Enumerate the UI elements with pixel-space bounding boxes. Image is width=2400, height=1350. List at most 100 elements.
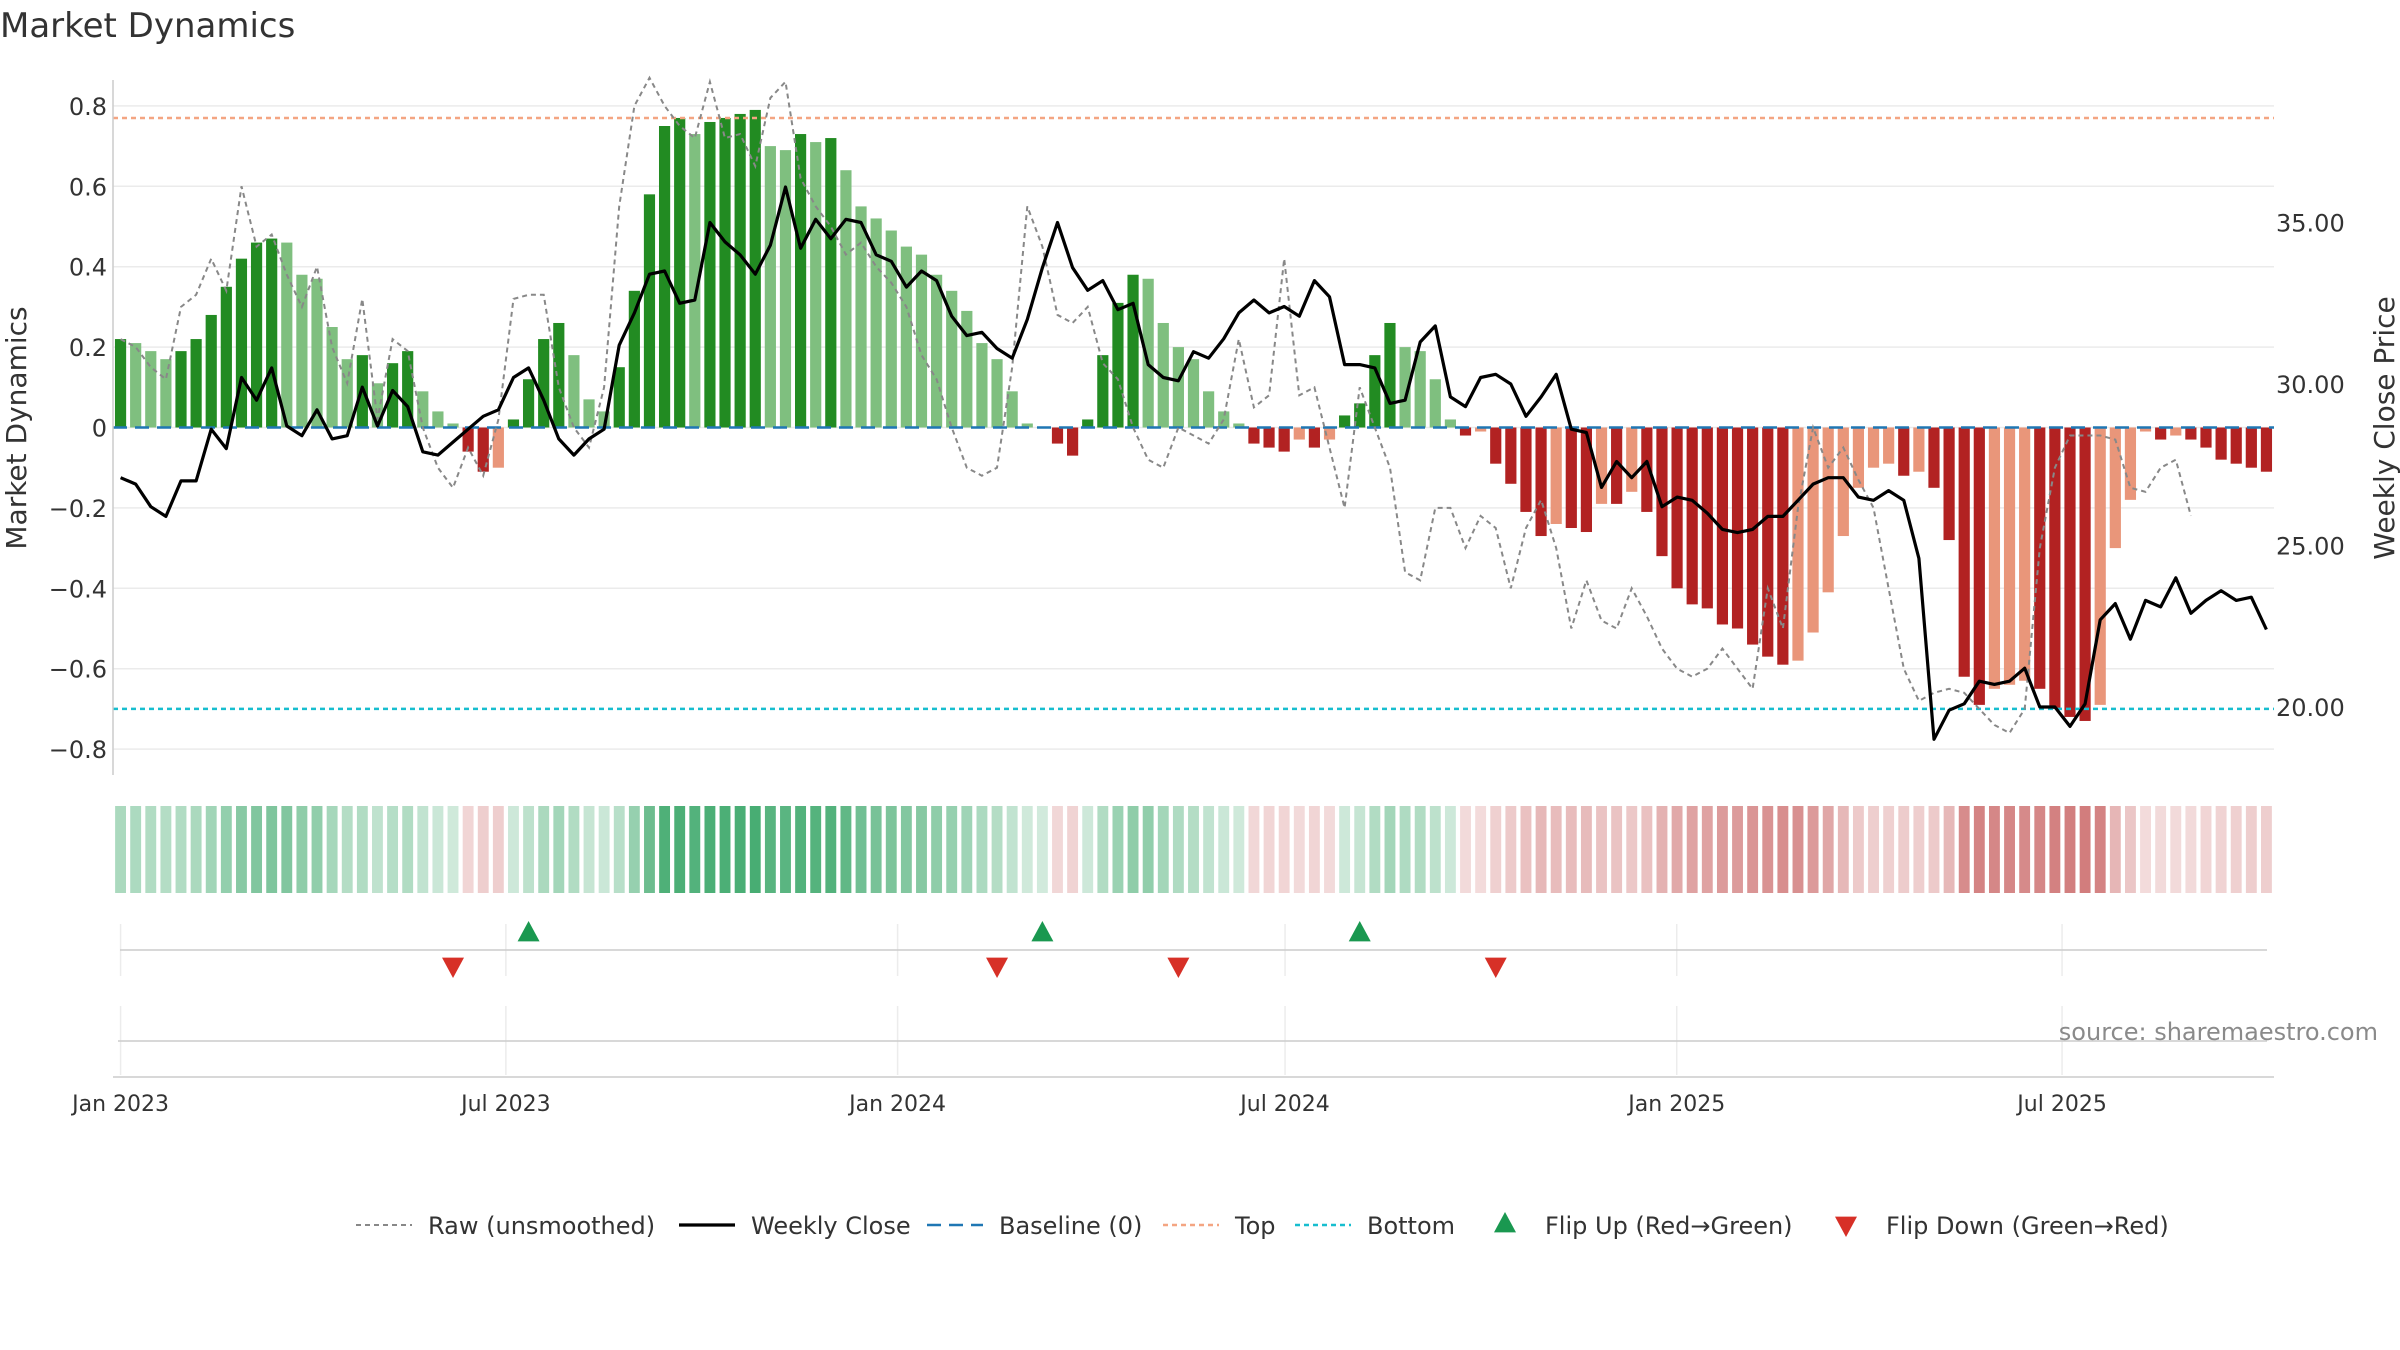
heat-cell <box>1444 806 1456 893</box>
heat-cell <box>1732 806 1743 893</box>
heat-cell <box>402 806 414 893</box>
y2-tick-label: 25.00 <box>2276 533 2345 561</box>
x-tick-label: Jul 2024 <box>1238 1092 1330 1117</box>
heat-cell <box>1308 806 1320 893</box>
heat-cell <box>447 806 459 893</box>
heat-cell <box>1762 806 1774 893</box>
dynamics-bar <box>341 359 353 428</box>
y2-tick-label: 30.00 <box>2276 371 2345 399</box>
heat-cell <box>916 806 927 893</box>
dynamics-bar <box>371 383 384 428</box>
heat-cell <box>1339 806 1351 893</box>
heat-cell <box>372 806 383 893</box>
heat-cell <box>1399 806 1411 893</box>
heat-cell <box>266 806 278 893</box>
source-credit: source: sharemaestro.com <box>2059 1018 2378 1046</box>
heat-cell <box>583 806 595 893</box>
heat-cell <box>1324 806 1335 893</box>
heat-cell <box>961 806 973 893</box>
y-tick-label: −0.6 <box>49 656 107 684</box>
dynamics-bar <box>719 117 731 428</box>
heat-cell <box>1928 806 1940 893</box>
dynamics-bar <box>946 290 958 428</box>
heat-cell <box>1988 806 2000 893</box>
x-axis: Jan 2023 Jul 2023 Jan 2024 Jul 2024 Jan 2025… <box>70 1076 2274 1117</box>
legend-item-close: Weekly Close <box>679 1212 911 1240</box>
dynamics-bar <box>130 343 142 428</box>
heat-cell <box>2261 806 2272 893</box>
heat-cell <box>220 806 232 893</box>
legend-item-bottom: Bottom <box>1295 1212 1455 1240</box>
heat-cell <box>1384 806 1396 893</box>
heat-cell <box>2034 806 2046 893</box>
heat-cell <box>1852 806 1864 893</box>
y-axis-left: 0.8 0.6 0.4 0.2 0 −0.2 −0.4 −0.6 −0.8 <box>49 80 114 775</box>
heat-cell <box>1550 806 1562 893</box>
flip-down-marker <box>1484 957 1507 978</box>
dynamics-bar <box>417 391 429 428</box>
dynamics-bar <box>568 355 580 428</box>
heat-cell <box>477 806 489 893</box>
heat-cell <box>326 806 338 893</box>
heat-cell <box>885 806 897 893</box>
dynamics-bar <box>1747 427 1759 645</box>
heat-cell <box>145 806 157 893</box>
flip-up-marker <box>517 921 540 942</box>
dynamics-bar <box>1505 427 1517 484</box>
legend-label: Flip Down (Green→Red) <box>1886 1212 2169 1240</box>
heat-cell <box>356 806 368 893</box>
y2-tick-label: 35.00 <box>2276 210 2345 238</box>
heat-cell <box>2170 806 2182 893</box>
dynamics-bar <box>1913 427 1925 472</box>
dynamics-bar <box>931 274 943 428</box>
heat-cell <box>1641 806 1653 893</box>
heat-cell <box>2124 806 2136 893</box>
dynamics-bar <box>613 367 625 428</box>
heat-cell <box>628 806 640 893</box>
dynamics-bar <box>250 242 263 428</box>
dynamics-bar <box>145 351 157 428</box>
dynamics-bar <box>2155 427 2167 440</box>
heat-cell <box>598 806 610 893</box>
heat-cell <box>1429 806 1441 893</box>
dynamics-bar <box>2064 427 2076 717</box>
heat-cell <box>1626 806 1638 893</box>
heat-cell <box>1097 806 1109 893</box>
heat-cell <box>870 806 882 893</box>
y2-axis-label: Weekly Close Price <box>2368 296 2400 559</box>
dynamics-bar <box>1021 423 1033 428</box>
heat-cell <box>1671 806 1683 893</box>
heat-cell <box>1596 806 1607 893</box>
heat-cell <box>492 806 504 893</box>
dynamics-bar <box>281 242 293 428</box>
dynamics-bar <box>1157 322 1169 428</box>
heat-cell <box>734 806 746 893</box>
dynamics-bars <box>114 109 2273 721</box>
heat-cell <box>1460 806 1471 893</box>
heat-cell <box>1701 806 1713 893</box>
dynamics-bar <box>1112 302 1124 428</box>
dynamics-bar <box>915 254 928 428</box>
dynamics-bar <box>2215 427 2227 460</box>
heat-cell <box>1792 806 1804 893</box>
x-tick-label: Jan 2025 <box>1626 1092 1725 1117</box>
dynamics-bar <box>402 351 414 428</box>
dynamics-bar <box>1520 427 1532 512</box>
dynamics-bar <box>1097 355 1109 428</box>
heat-cell <box>1611 806 1623 893</box>
dynamics-bar <box>825 138 837 428</box>
legend-label: Weekly Close <box>751 1212 911 1240</box>
heat-cell <box>1172 806 1184 893</box>
dynamics-bar <box>1686 427 1698 605</box>
dynamics-bar <box>538 339 550 428</box>
dynamics-bar <box>2260 427 2273 472</box>
dynamics-bar <box>1898 427 1910 476</box>
heat-cell <box>523 806 535 893</box>
dynamics-bar <box>583 399 595 428</box>
dynamics-bar <box>2124 427 2137 500</box>
heat-cell <box>780 806 791 893</box>
dynamics-bar <box>1731 427 1744 629</box>
heat-cell <box>568 806 580 893</box>
heat-cell <box>341 806 353 893</box>
dynamics-bar <box>1475 427 1487 432</box>
